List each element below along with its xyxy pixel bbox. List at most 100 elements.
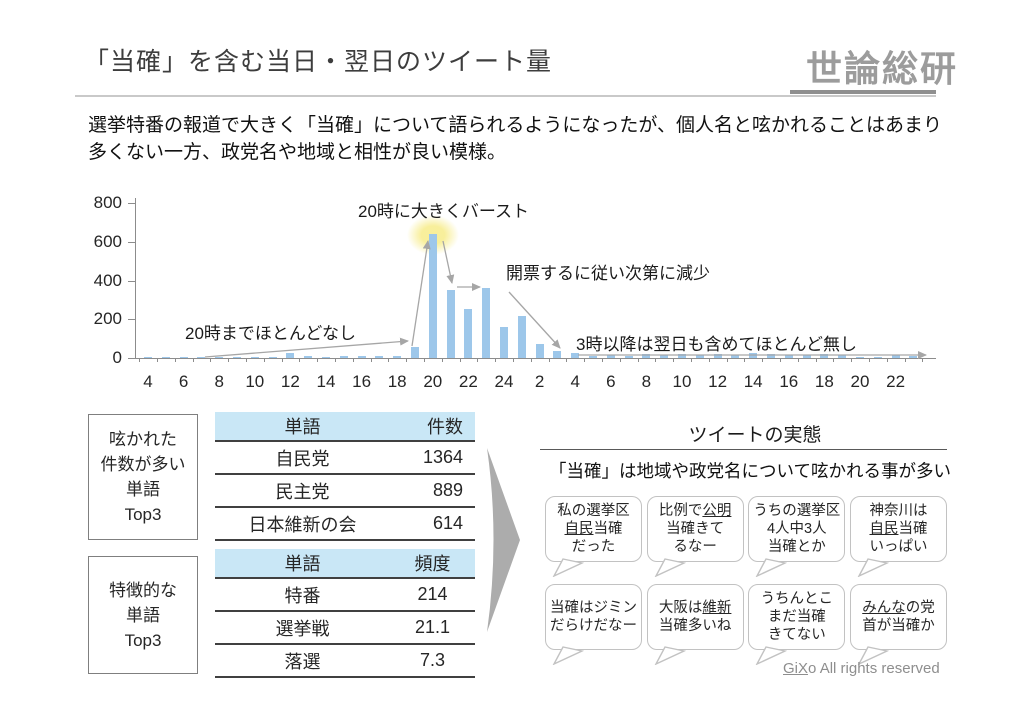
tweet-bubble: うちの選挙区 4人中3人 当確とか — [748, 496, 846, 577]
x-tick-label: 16 — [779, 372, 799, 391]
bubble-line: るなー — [649, 538, 742, 556]
x-tick — [833, 358, 835, 362]
x-tick — [228, 358, 230, 362]
table-row: 落選 7.3 — [215, 645, 475, 678]
x-tick — [263, 358, 265, 362]
x-tick — [317, 358, 319, 362]
bubble-line: いっぱい — [852, 538, 945, 556]
cell-value: 7.3 — [419, 650, 446, 670]
bubble-line: 大阪は維新 — [649, 599, 742, 617]
bar — [784, 355, 793, 358]
text: うちの選挙区 — [753, 503, 841, 519]
feature-words-side-label: 特徴的な 単語 Top3 — [88, 556, 198, 674]
underlined-text: 維新 — [702, 600, 732, 616]
lead-line-2: 多くない一方、政党名や地域と相性が良い模様。 — [88, 142, 507, 163]
bubble-tail — [755, 646, 788, 665]
x-tick — [334, 358, 336, 362]
tweets-section-title: ツイートの実態 — [688, 425, 822, 446]
x-tick — [299, 358, 301, 362]
tweet-bubbles: 私の選挙区 自民当確 だった 比例で公明 当確きて るなー うちの選挙区 4人中3人 当確とか神… — [545, 496, 947, 665]
y-tick-label: 600 — [93, 231, 122, 251]
tweet-bubble: 大阪は維新 当確多いね — [646, 584, 744, 665]
bar — [357, 355, 366, 358]
x-tick — [868, 358, 870, 362]
x-tick — [406, 358, 408, 362]
bubble-tail — [755, 558, 788, 577]
bubble-line: 当確とか — [750, 538, 843, 556]
x-tick — [477, 358, 479, 362]
text: 比例で — [658, 503, 703, 519]
bubble-line: 比例で公明 — [649, 502, 742, 520]
footer-brand: GiX — [783, 660, 809, 677]
lead-line-1: 選挙特番の報道で大きく「当確」について語られるようになったが、個人名と呟かれるこ… — [88, 115, 943, 136]
side-label-line: 特徴的な — [109, 580, 177, 600]
bar — [411, 347, 419, 358]
x-tick — [779, 358, 781, 362]
bubble-tail — [857, 646, 889, 665]
bar — [197, 357, 206, 358]
x-tick — [637, 358, 639, 362]
text: るなー — [673, 539, 717, 555]
lead-paragraph: 選挙特番の報道で大きく「当確」について語られるようになったが、個人名と呟かれるこ… — [88, 112, 968, 166]
x-tick — [156, 358, 158, 362]
y-tick-label: 400 — [93, 270, 122, 290]
bar — [802, 354, 811, 358]
x-tick — [797, 358, 799, 362]
cell-value: 1364 — [422, 447, 463, 467]
bar — [642, 353, 651, 358]
text: 当確はジミン — [550, 600, 637, 616]
x-tick — [584, 358, 586, 362]
bar — [678, 354, 686, 358]
big-right-arrow — [487, 448, 520, 632]
title-divider — [75, 95, 936, 97]
x-tick — [192, 358, 194, 362]
text: 4人中3人 — [766, 521, 827, 537]
bar — [215, 357, 224, 358]
text: 当確きて — [666, 521, 725, 537]
bubble-line: きてない — [750, 626, 843, 644]
header-word: 単語 — [284, 554, 321, 574]
bar — [286, 353, 295, 358]
x-tick — [655, 358, 657, 362]
side-label-line: 件数が多い — [100, 455, 186, 474]
annotation-after-3: 3時以降は翌日も含めてほとんど無し — [576, 335, 857, 354]
copyright: GiXo All rights reserved — [783, 660, 940, 677]
feature-words-table: 単語 頻度 特番 214 選挙戦 21.1 落選 7.3 — [215, 549, 475, 678]
x-tick — [388, 358, 390, 362]
x-tick-label: 4 — [143, 372, 153, 391]
x-tick — [281, 358, 283, 362]
bar — [233, 357, 241, 358]
side-label-line: 単語 — [126, 605, 160, 625]
x-tick — [530, 358, 532, 362]
x-tick-label: 22 — [458, 372, 478, 391]
bubble-tail — [857, 558, 889, 577]
x-tick-label: 6 — [606, 372, 616, 391]
x-tick — [139, 358, 141, 362]
x-tick — [922, 358, 924, 362]
cell-value: 614 — [432, 513, 463, 533]
top-words-side-label: 呟かれた 件数が多い 単語 Top3 — [88, 414, 198, 540]
bar — [161, 357, 170, 358]
x-tick — [495, 358, 497, 362]
bubble-line: 当確多いね — [649, 617, 742, 635]
x-tick — [245, 358, 247, 362]
bar — [767, 353, 775, 358]
bar — [820, 353, 829, 358]
text: いっぱい — [869, 539, 928, 555]
text: 神奈川は — [869, 503, 928, 519]
x-tick-label: 12 — [708, 372, 728, 391]
cell-value: 214 — [417, 584, 448, 604]
x-tick — [744, 358, 746, 362]
x-tick-label: 14 — [316, 372, 336, 391]
side-label-line: 呟かれた — [109, 430, 177, 449]
bubble-tail — [654, 646, 686, 665]
logo-divider — [790, 90, 936, 94]
text: だらけだなー — [550, 618, 637, 634]
text: 当確多いね — [658, 618, 732, 634]
y-tick — [128, 203, 135, 204]
bar — [873, 357, 882, 358]
x-tick — [851, 358, 853, 362]
x-tick — [708, 358, 710, 362]
table-row: 民主党 889 — [215, 475, 475, 508]
